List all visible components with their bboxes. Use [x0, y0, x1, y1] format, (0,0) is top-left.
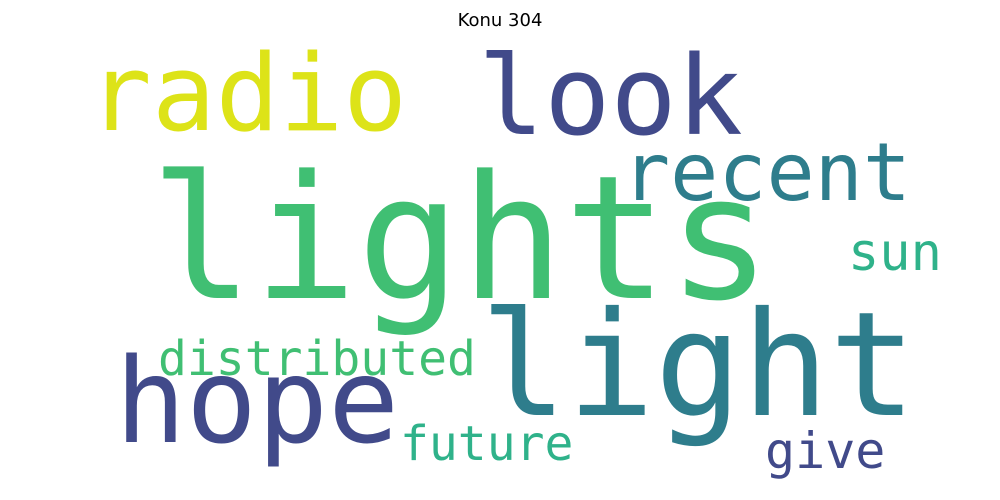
- word-distributed: distributed: [158, 331, 476, 387]
- word-hope: hope: [115, 332, 399, 470]
- word-give: give: [765, 422, 885, 480]
- word-radio: radio: [88, 32, 407, 155]
- word-light: light: [480, 281, 917, 450]
- word-lights: lights: [150, 138, 771, 339]
- word-future: future: [400, 416, 573, 472]
- word-look: look: [478, 32, 743, 160]
- word-recent: recent: [622, 126, 911, 219]
- word-sun: sun: [848, 223, 942, 283]
- page-title: Konu 304: [457, 10, 543, 31]
